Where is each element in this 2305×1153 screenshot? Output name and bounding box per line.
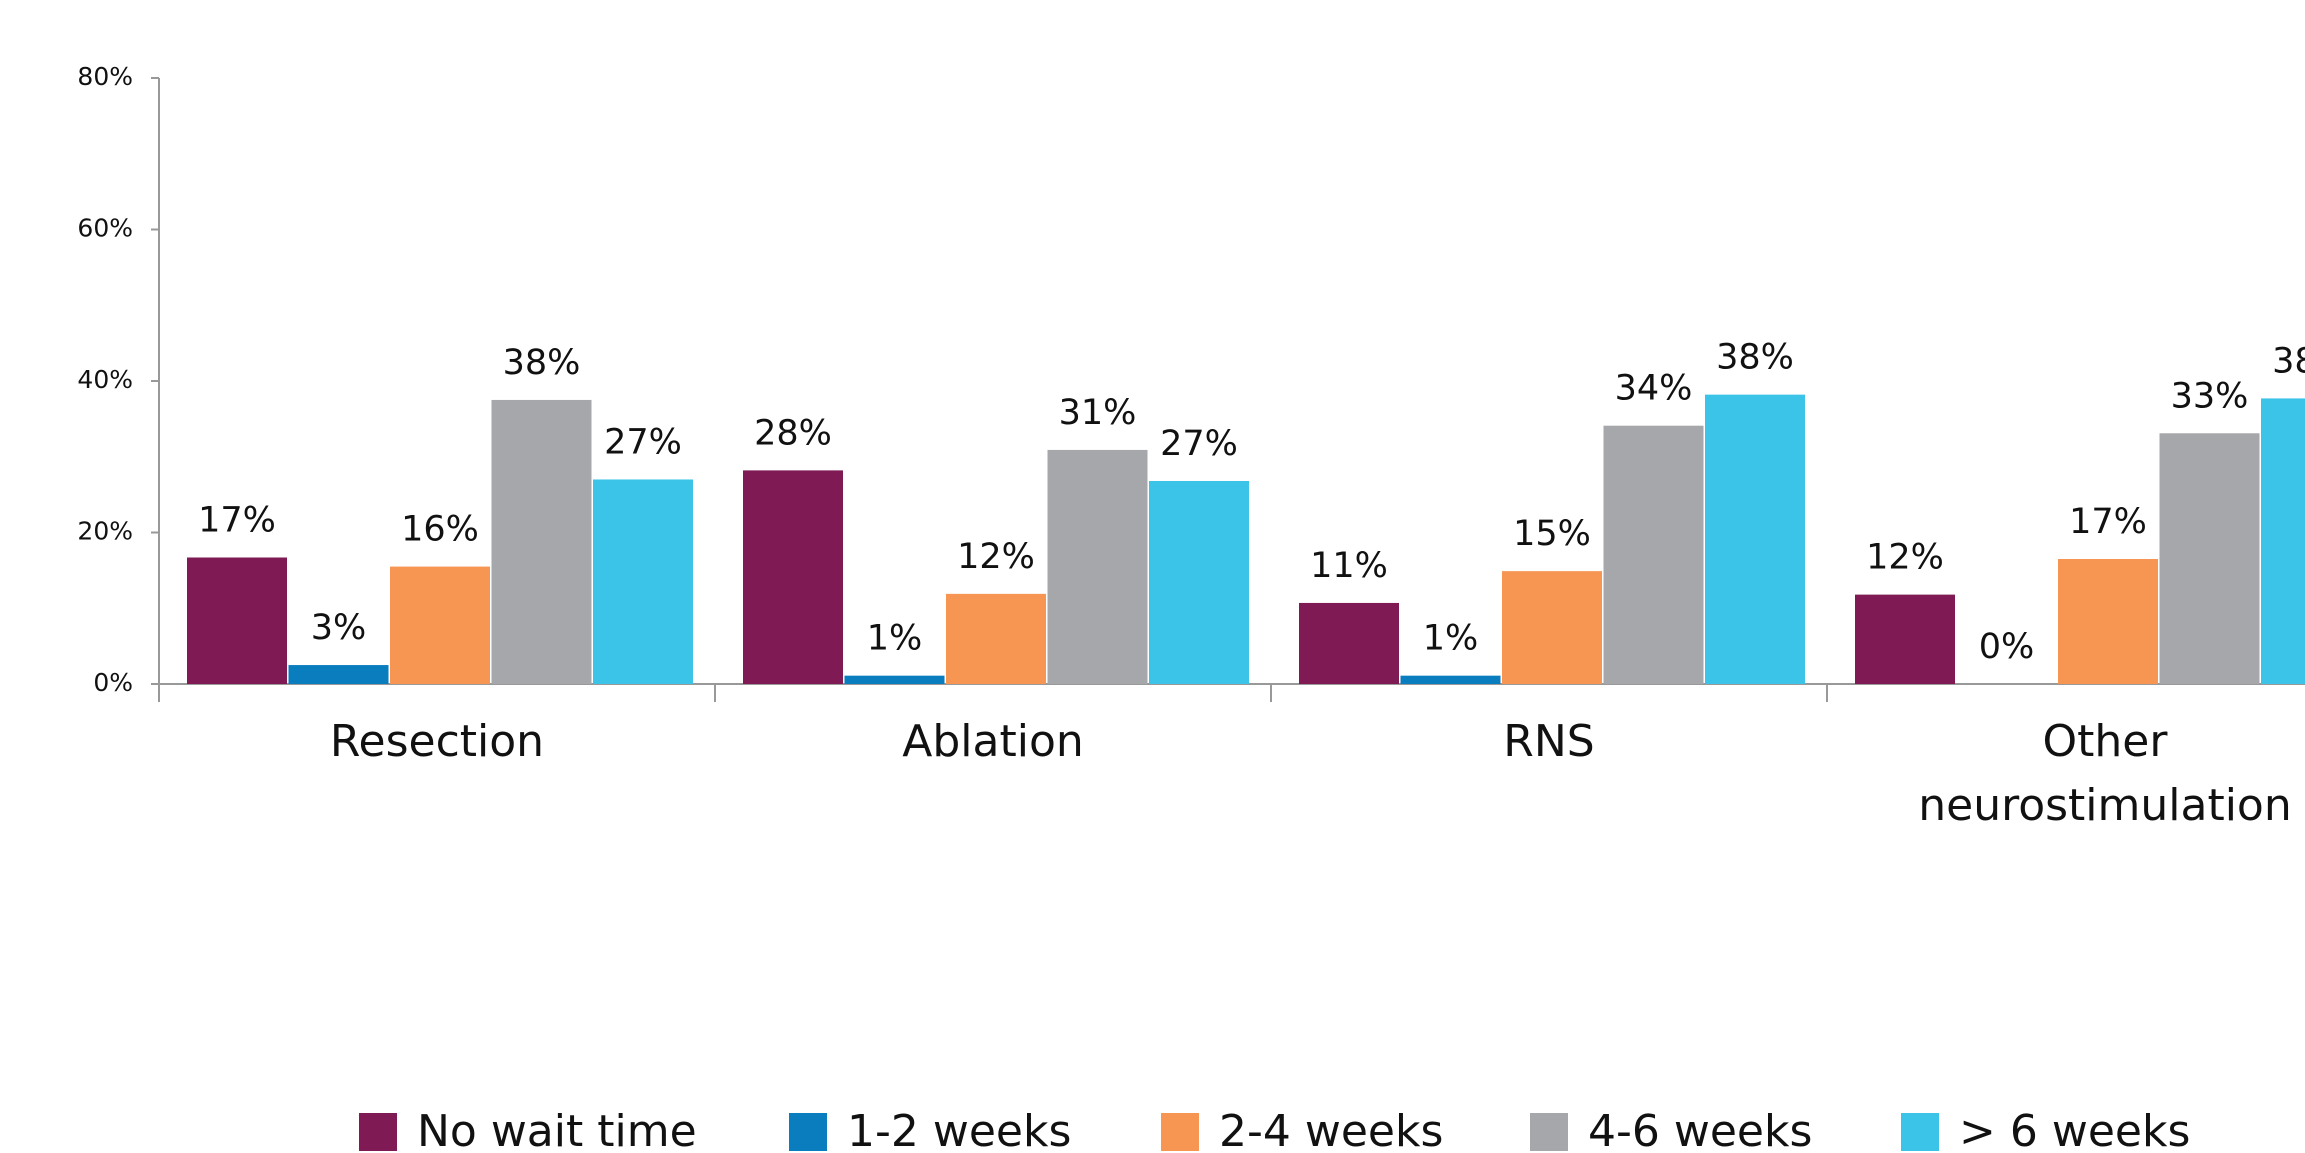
legend-swatch — [359, 1113, 397, 1151]
bar — [1855, 594, 1955, 684]
bar — [1149, 480, 1249, 684]
legend-swatch — [1901, 1113, 1939, 1151]
legend-swatch — [789, 1113, 827, 1151]
bar — [1047, 449, 1148, 684]
bar — [1705, 394, 1805, 684]
data-label: 34% — [1615, 369, 1693, 409]
data-label: 12% — [1866, 538, 1944, 578]
bar — [743, 470, 843, 684]
x-tick-label: RNS — [1503, 716, 1595, 767]
bar — [390, 566, 490, 684]
data-label: 12% — [957, 537, 1035, 577]
bar — [593, 479, 693, 684]
data-label: 3% — [311, 608, 367, 648]
data-label: 27% — [1160, 424, 1238, 464]
legend-label: 2-4 weeks — [1219, 1106, 1443, 1153]
bar — [1502, 571, 1602, 684]
data-label: 27% — [604, 422, 682, 462]
bar — [1400, 675, 1501, 684]
bar — [187, 557, 287, 684]
y-tick-label: 60% — [77, 214, 133, 243]
data-label: 15% — [1513, 514, 1591, 554]
bar — [844, 675, 945, 684]
data-label: 38% — [503, 343, 581, 383]
legend-swatch — [1161, 1113, 1199, 1151]
data-label: 38% — [2272, 341, 2305, 381]
legend-label: 4-6 weeks — [1588, 1106, 1812, 1153]
y-tick-label: 80% — [77, 62, 133, 91]
data-label: 11% — [1310, 546, 1388, 586]
data-label: 1% — [867, 619, 923, 659]
bar — [491, 399, 592, 684]
data-label: 16% — [401, 510, 479, 550]
bar — [1603, 425, 1704, 684]
y-tick-label: 40% — [77, 365, 133, 394]
data-label: 0% — [1979, 627, 2035, 667]
legend-label: No wait time — [417, 1106, 697, 1153]
x-tick-label: Other neurostimulation — [1918, 716, 2292, 831]
data-label: 38% — [1716, 338, 1794, 378]
legend-label: > 6 weeks — [1959, 1106, 2190, 1153]
data-label: 33% — [2171, 376, 2249, 416]
y-tick-label: 0% — [93, 668, 133, 697]
bar — [2058, 559, 2158, 684]
x-tick-label: Ablation — [902, 716, 1084, 767]
legend-swatch — [1530, 1113, 1568, 1151]
x-tick-label: Resection — [329, 716, 545, 767]
data-label: 28% — [754, 413, 832, 453]
data-label: 31% — [1059, 393, 1137, 433]
bar — [946, 593, 1046, 684]
legend-label: 1-2 weeks — [847, 1106, 1071, 1153]
bar — [2261, 398, 2305, 684]
data-label: 17% — [198, 500, 276, 540]
y-tick-label: 20% — [77, 517, 133, 546]
data-label: 17% — [2069, 502, 2147, 542]
bar — [288, 665, 389, 684]
bar — [1299, 602, 1399, 684]
data-label: 1% — [1423, 619, 1479, 659]
bar — [2159, 433, 2260, 684]
